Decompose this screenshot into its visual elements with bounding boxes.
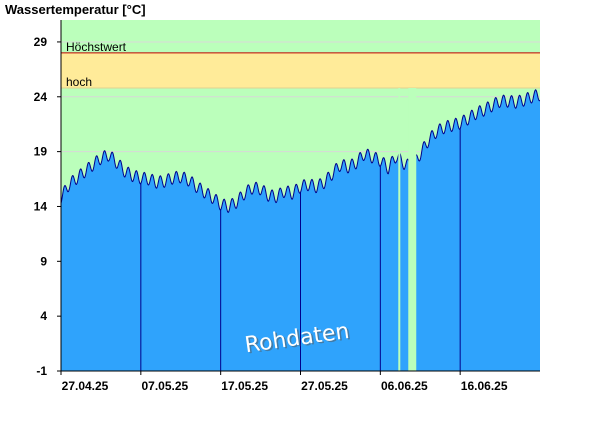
x-tick-label: 06.06.25 [381, 379, 428, 393]
label-hoch: hoch [66, 75, 92, 89]
y-tick-label: 9 [40, 254, 47, 268]
y-tick-label: 14 [34, 199, 48, 213]
label-hoechstwert: Höchstwert [66, 40, 127, 54]
y-tick-label: 19 [34, 145, 48, 159]
x-tick-label: 16.06.25 [461, 379, 508, 393]
y-tick-label: 29 [34, 35, 48, 49]
gap-region [408, 88, 417, 371]
y-tick-label: 4 [40, 309, 47, 323]
gap-region [398, 88, 401, 371]
x-tick-label: 27.04.25 [62, 379, 109, 393]
y-tick-label: -1 [36, 364, 47, 378]
x-tick-label: 07.05.25 [141, 379, 188, 393]
data-gaps [398, 88, 417, 371]
x-tick-label: 27.05.25 [301, 379, 348, 393]
chart-title: Wassertemperatur [°C] [5, 2, 146, 17]
date-markers [140, 128, 461, 371]
x-tick-label: 17.05.25 [221, 379, 268, 393]
y-tick-label: 24 [34, 90, 48, 104]
y-tick-labels: 29 24 19 14 9 4 -1 [34, 35, 61, 378]
x-tick-labels: 27.04.25 07.05.25 17.05.25 27.05.25 06.06.25… [60, 371, 508, 393]
band-high [61, 52, 540, 89]
